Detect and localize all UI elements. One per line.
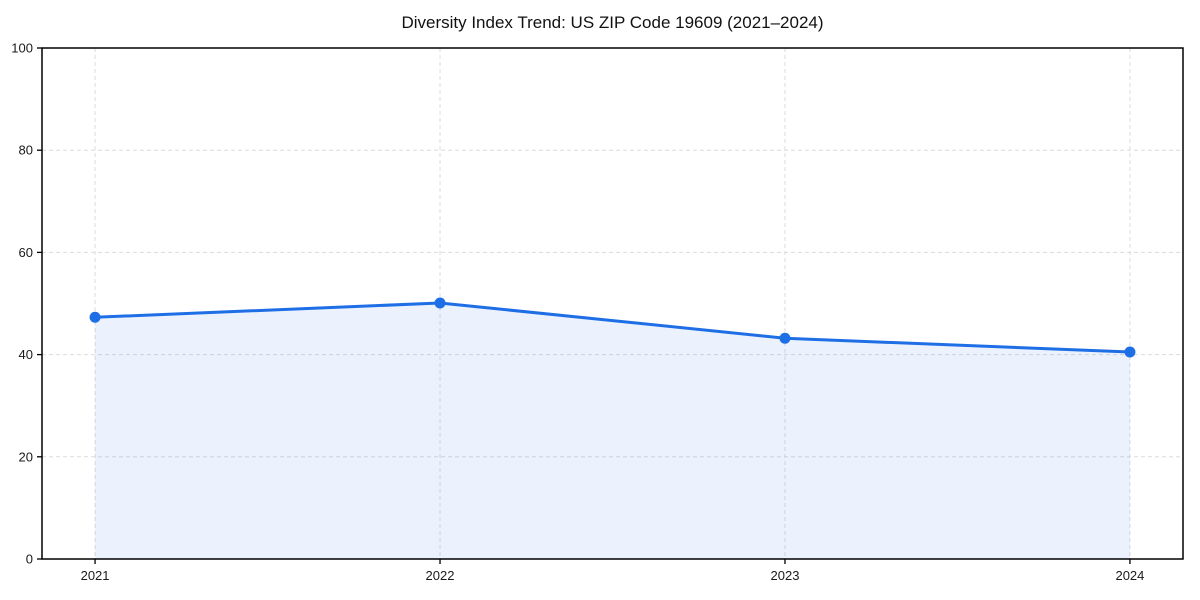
y-tick-label: 100 (11, 41, 33, 56)
x-tick-label: 2022 (426, 568, 455, 583)
trend-line (93, 301, 1132, 354)
y-tick-label: 0 (26, 552, 33, 567)
data-point-marker (779, 332, 791, 344)
y-tick-label: 20 (19, 449, 33, 464)
plot-border (41, 47, 1184, 560)
x-tick-label: 2021 (81, 568, 110, 583)
area-fill (95, 302, 1130, 559)
y-tick-label: 80 (19, 143, 33, 158)
x-tick-label: 2023 (771, 568, 800, 583)
x-tick-label: 2024 (1115, 568, 1144, 583)
chart-title: Diversity Index Trend: US ZIP Code 19609… (401, 13, 824, 32)
data-point-marker (89, 311, 101, 323)
data-point-marker (434, 297, 446, 309)
data-point-marker (1124, 346, 1136, 358)
y-tick-label: 40 (19, 347, 33, 362)
y-tick-label: 60 (19, 245, 33, 260)
